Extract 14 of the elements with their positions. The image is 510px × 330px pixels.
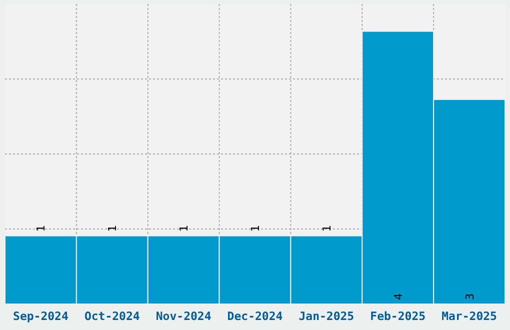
x-tick-label: Sep-2024 (13, 309, 68, 323)
x-tick-label: Jan-2025 (298, 309, 354, 323)
data-label: 1 (34, 225, 48, 232)
x-tick-label: Dec-2024 (227, 309, 283, 323)
x-tick-label: Mar-2025 (442, 309, 498, 323)
x-tick-label: Feb-2025 (370, 309, 426, 323)
data-label: 3 (463, 293, 476, 300)
data-label: 1 (249, 225, 262, 232)
data-label: 1 (106, 225, 120, 232)
data-label: 1 (178, 225, 191, 232)
x-tick-label: Oct-2024 (84, 309, 140, 323)
data-label: 1 (320, 225, 334, 232)
x-tick-label: Nov-2024 (156, 309, 212, 323)
data-label: 4 (392, 293, 405, 300)
